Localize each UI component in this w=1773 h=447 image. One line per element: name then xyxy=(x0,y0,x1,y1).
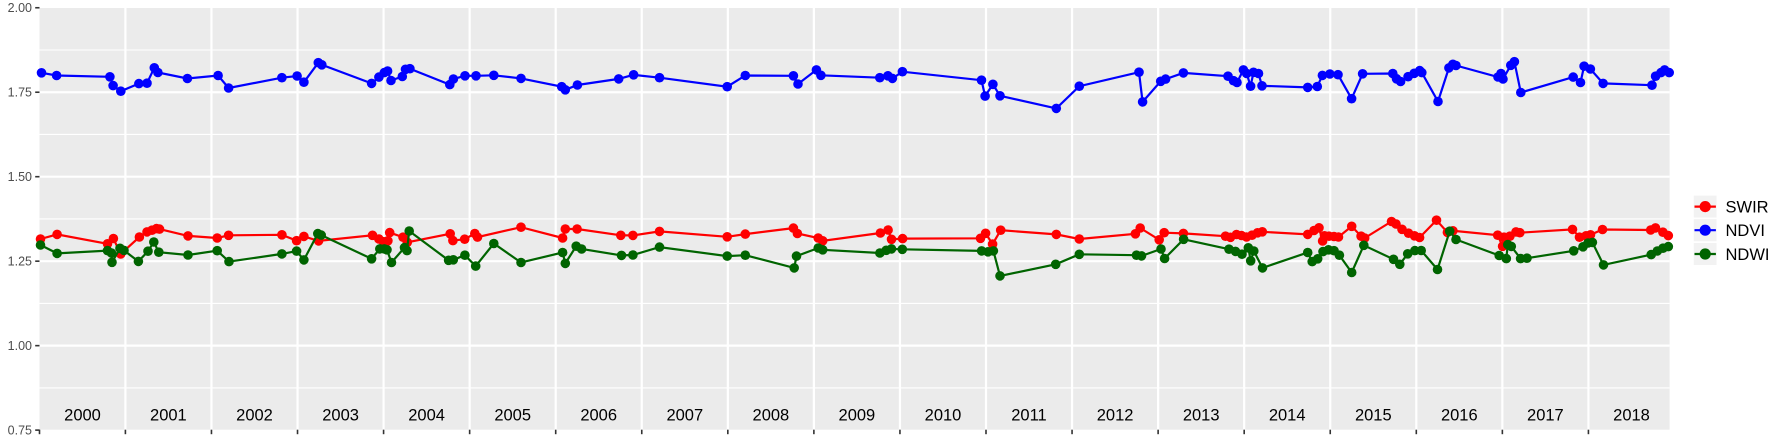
svg-text:2017: 2017 xyxy=(1527,407,1564,425)
svg-text:2013: 2013 xyxy=(1183,407,1220,425)
svg-text:2002: 2002 xyxy=(236,407,273,425)
svg-text:1.25: 1.25 xyxy=(8,255,32,269)
svg-text:1.75: 1.75 xyxy=(8,86,32,100)
svg-text:2.00: 2.00 xyxy=(8,1,32,15)
svg-text:2016: 2016 xyxy=(1441,407,1478,425)
svg-text:2001: 2001 xyxy=(150,407,187,425)
svg-text:NDVI: NDVI xyxy=(1726,222,1765,240)
svg-text:NDWI: NDWI xyxy=(1726,246,1770,264)
svg-text:0.75: 0.75 xyxy=(8,424,32,438)
svg-text:SWIR: SWIR xyxy=(1726,199,1769,217)
svg-text:2008: 2008 xyxy=(753,407,790,425)
svg-text:2014: 2014 xyxy=(1269,407,1306,425)
svg-text:2007: 2007 xyxy=(666,407,703,425)
svg-text:2000: 2000 xyxy=(64,407,101,425)
svg-text:2003: 2003 xyxy=(322,407,359,425)
svg-text:2009: 2009 xyxy=(839,407,876,425)
svg-text:2006: 2006 xyxy=(580,407,617,425)
svg-text:1.00: 1.00 xyxy=(8,339,32,353)
svg-text:2004: 2004 xyxy=(408,407,445,425)
svg-text:1.50: 1.50 xyxy=(8,170,32,184)
svg-text:2011: 2011 xyxy=(1011,407,1046,425)
svg-text:2015: 2015 xyxy=(1355,407,1392,425)
svg-text:2010: 2010 xyxy=(925,407,962,425)
svg-text:2005: 2005 xyxy=(494,407,531,425)
svg-text:2018: 2018 xyxy=(1613,407,1650,425)
svg-text:2012: 2012 xyxy=(1097,407,1134,425)
